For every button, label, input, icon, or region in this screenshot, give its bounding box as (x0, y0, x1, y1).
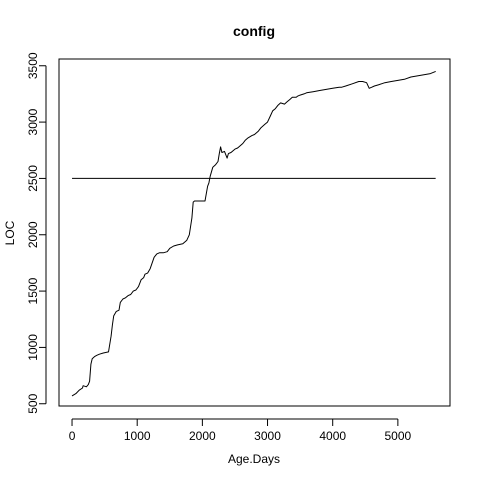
y-axis-label: LOC (3, 220, 17, 245)
y-tick-label: 1500 (26, 277, 40, 304)
y-tick-label: 2000 (26, 221, 40, 248)
y-tick-label: 500 (26, 393, 40, 413)
y-tick-label: 1000 (26, 334, 40, 361)
x-tick-label: 2000 (189, 429, 216, 443)
y-tick-label: 3500 (26, 52, 40, 79)
loc-series-line (71, 70, 436, 397)
x-tick-label: 5000 (385, 429, 412, 443)
y-axis: 500 1000 1500 2000 2500 3000 3500 (26, 52, 47, 414)
x-tick-label: 1000 (124, 429, 151, 443)
y-tick-label: 3000 (26, 108, 40, 135)
y-tick-label: 2500 (26, 165, 40, 192)
x-tick-label: 4000 (319, 429, 346, 443)
x-axis-label: Age.Days (228, 452, 280, 466)
x-tick-label: 3000 (254, 429, 281, 443)
plot-frame (58, 58, 451, 407)
x-axis: 0 1000 2000 3000 4000 5000 (69, 418, 412, 443)
chart-title: config (233, 23, 275, 39)
x-tick-label: 0 (69, 429, 76, 443)
series-layer (71, 70, 436, 397)
